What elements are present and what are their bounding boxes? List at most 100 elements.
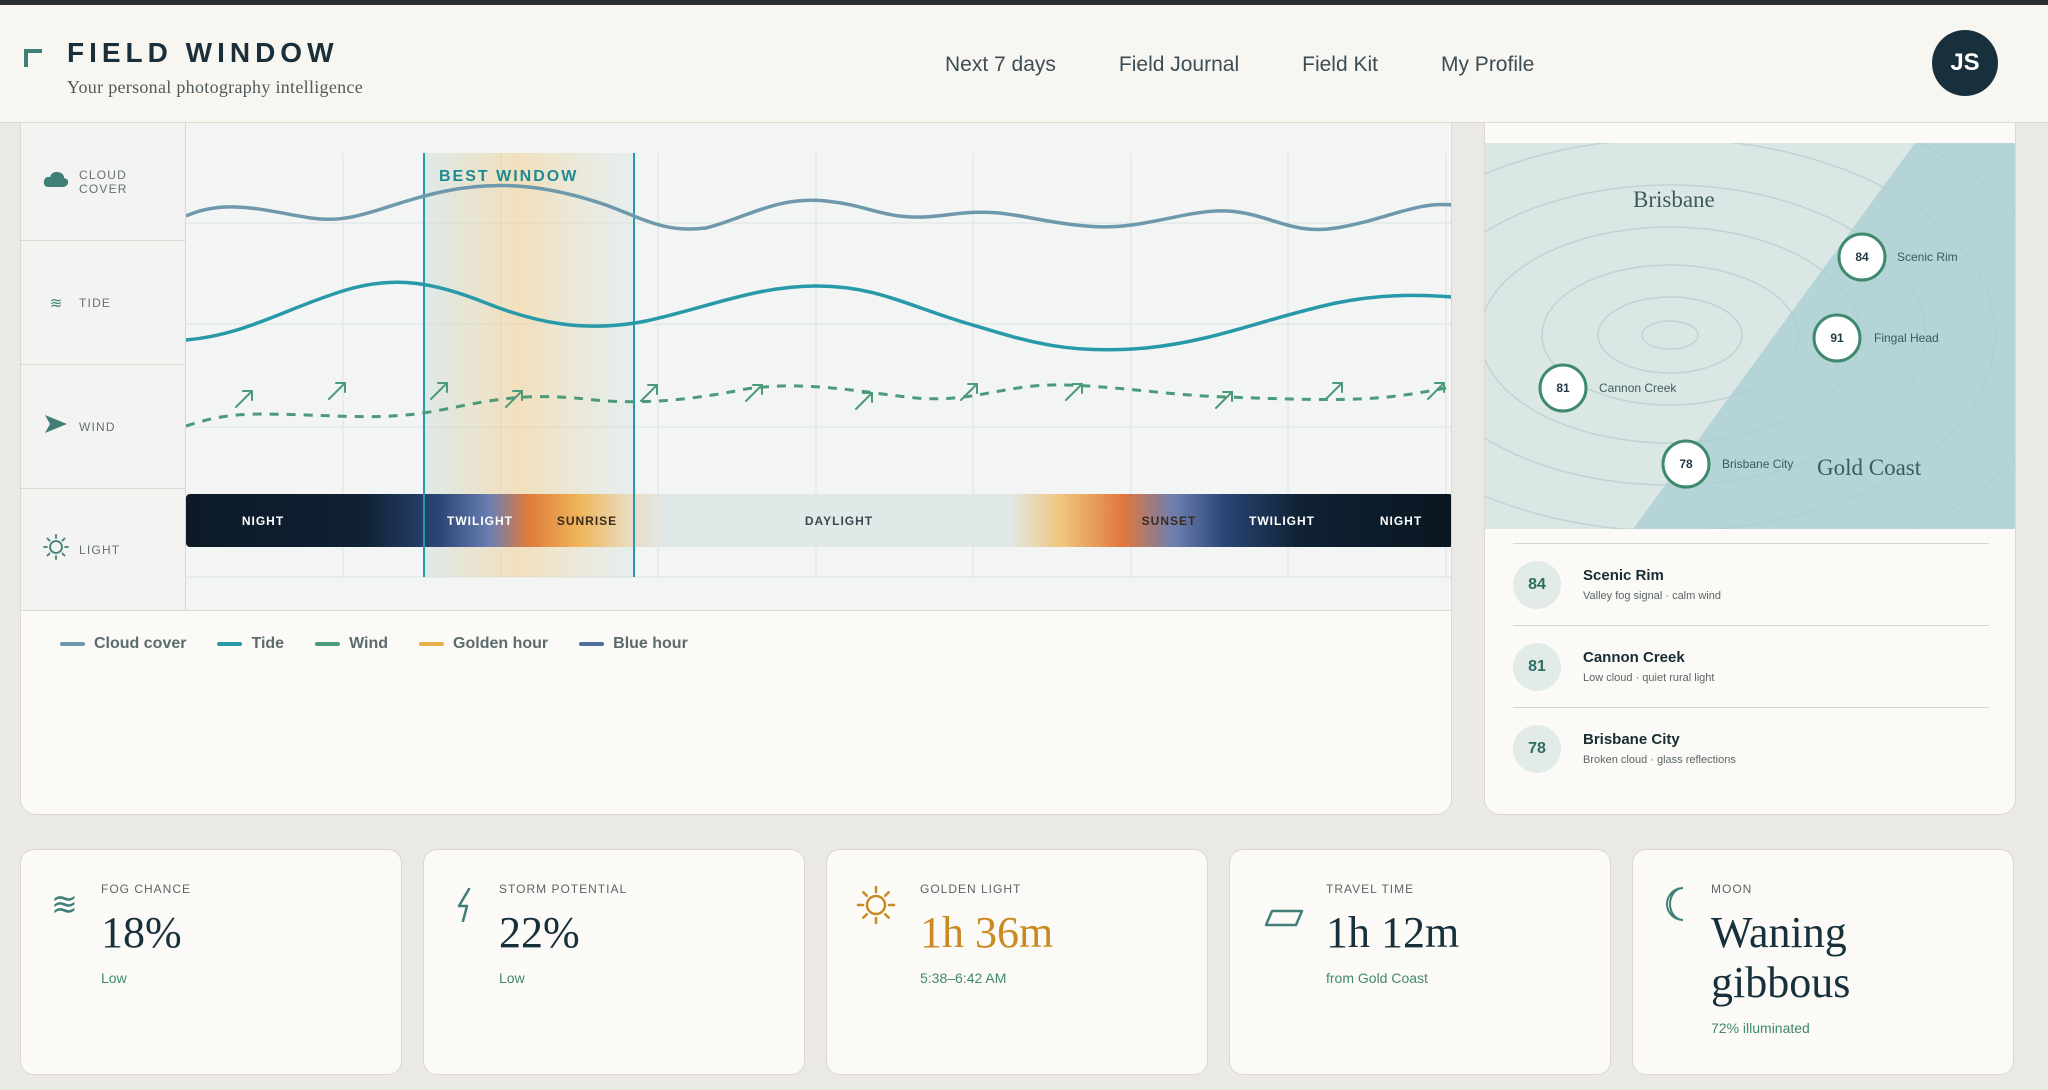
- user-avatar[interactable]: JS: [1932, 30, 1998, 96]
- lightning-icon: [454, 887, 480, 927]
- stat-value: 18%: [101, 908, 182, 957]
- stat-card-travel-time[interactable]: TRAVEL TIME 1h 12m from Gold Coast: [1229, 849, 1611, 1075]
- main-nav: Next 7 days Field Journal Field Kit My P…: [945, 53, 1534, 77]
- sun-icon: [855, 884, 897, 931]
- row-label-text: LIGHT: [79, 542, 121, 557]
- stat-sub: Low: [101, 970, 127, 986]
- light-phase-label: NIGHT: [1380, 514, 1422, 528]
- car-icon: [1264, 900, 1304, 932]
- legend-label: Cloud cover: [94, 635, 187, 652]
- stat-card-fog-chance[interactable]: ≋ FOG CHANCE 18% Low: [20, 849, 402, 1075]
- light-phase-label: SUNRISE: [557, 514, 617, 528]
- stat-sub: from Gold Coast: [1326, 970, 1428, 986]
- map-marker-scenic-rim[interactable]: 84 Scenic Rim: [1837, 232, 1958, 282]
- spot-name: Cannon Creek: [1583, 649, 1685, 666]
- wind-arrow-icon: [43, 414, 69, 439]
- wind-arrow: [855, 392, 873, 410]
- row-label-text: CLOUD COVER: [79, 167, 128, 196]
- legend-item-blue-hour[interactable]: Blue hour: [579, 635, 688, 653]
- spot-list: 84 Scenic Rim Valley fog signal · calm w…: [1513, 543, 1989, 789]
- legend-item-golden-hour[interactable]: Golden hour: [419, 635, 548, 653]
- map-marker-fingal-head[interactable]: 91 Fingal Head: [1812, 313, 1939, 363]
- stat-sub: 72% illuminated: [1711, 1020, 1810, 1036]
- light-phase-label: SUNSET: [1142, 514, 1197, 528]
- wind-arrow: [745, 384, 763, 402]
- wind-arrow: [505, 390, 523, 408]
- map-marker-cannon-creek[interactable]: 81 Cannon Creek: [1538, 363, 1677, 413]
- row-label-light: LIGHT: [21, 489, 186, 611]
- row-label-tide: ≋ TIDE: [21, 241, 186, 365]
- spot-score: 84: [1513, 560, 1561, 609]
- wind-arrow: [328, 382, 346, 400]
- legend-item-tide[interactable]: Tide: [217, 635, 284, 653]
- locations-map-card: Brisbane Gold Coast 84 Scenic Rim 91 Fin…: [1484, 123, 2016, 815]
- nav-field-journal[interactable]: Field Journal: [1118, 53, 1240, 76]
- spot-item-cannon-creek[interactable]: 81 Cannon Creek Low cloud · quiet rural …: [1513, 625, 1989, 707]
- spot-desc: Valley fog signal · calm wind: [1583, 590, 1721, 602]
- wind-arrow: [1325, 382, 1343, 400]
- stat-sub: 5:38–6:42 AM: [920, 970, 1007, 986]
- stat-label: MOON: [1711, 882, 1753, 896]
- legend-swatch: [419, 642, 445, 646]
- cloud-cover-line: [185, 183, 1451, 232]
- marker-score: 78: [1679, 457, 1693, 471]
- legend-label: Golden hour: [453, 635, 549, 652]
- spot-score: 78: [1513, 724, 1561, 773]
- chart-legend: Cloud cover Tide Wind Golden hour Blue h…: [60, 635, 688, 653]
- light-phase-label: NIGHT: [242, 514, 284, 528]
- sun-icon: [43, 534, 69, 565]
- map-marker-brisbane-city[interactable]: 78 Brisbane City: [1661, 439, 1793, 489]
- light-phase-label: DAYLIGHT: [805, 514, 873, 528]
- spot-item-brisbane-city[interactable]: 78 Brisbane City Broken cloud · glass re…: [1513, 707, 1989, 789]
- stat-value: 1h 12m: [1326, 908, 1460, 957]
- conditions-timeline-card: CLOUD COVER ≋ TIDE WIND LIGHT: [20, 123, 1452, 815]
- row-label-wind: WIND: [21, 365, 186, 489]
- timeline-chart-svg: BEST WINDOW NIGH: [185, 153, 1451, 578]
- legend-label: Tide: [251, 635, 285, 652]
- legend-swatch: [60, 642, 85, 646]
- spot-desc: Low cloud · quiet rural light: [1583, 672, 1715, 684]
- spot-desc: Broken cloud · glass reflections: [1583, 754, 1736, 766]
- marker-score: 84: [1855, 250, 1869, 264]
- location-map[interactable]: Brisbane Gold Coast 84 Scenic Rim 91 Fin…: [1485, 143, 2015, 529]
- marker-score: 81: [1556, 381, 1570, 395]
- stat-card-moon[interactable]: MOON Waning gibbous 72% illuminated: [1632, 849, 2014, 1075]
- marker-score: 91: [1830, 331, 1844, 345]
- legend-swatch: [579, 642, 605, 646]
- nav-my-profile[interactable]: My Profile: [1440, 53, 1535, 76]
- stat-sub: Low: [499, 970, 525, 986]
- spot-info: Scenic Rim Valley fog signal · calm wind: [1583, 567, 1721, 602]
- marker-name: Brisbane City: [1722, 457, 1793, 471]
- tide-line: [185, 280, 1451, 352]
- spot-name: Scenic Rim: [1583, 567, 1664, 584]
- spot-score: 81: [1513, 642, 1561, 691]
- legend-label: Blue hour: [613, 635, 688, 652]
- marker-name: Cannon Creek: [1599, 381, 1677, 395]
- stat-label: FOG CHANCE: [101, 882, 192, 896]
- spot-item-scenic-rim[interactable]: 84 Scenic Rim Valley fog signal · calm w…: [1513, 543, 1989, 625]
- legend-swatch: [315, 642, 341, 646]
- wind-arrow: [1065, 383, 1083, 401]
- window-top-edge: [0, 0, 2048, 5]
- map-region-label: Gold Coast: [1817, 455, 1922, 480]
- wind-direction-arrows: [235, 382, 1445, 410]
- legend-swatch: [217, 642, 243, 646]
- timeline-chart: BEST WINDOW NIGH: [185, 123, 1451, 611]
- nav-field-kit[interactable]: Field Kit: [1302, 53, 1378, 76]
- map-svg: Brisbane Gold Coast 84 Scenic Rim 91 Fin…: [1485, 143, 2015, 529]
- wind-arrow: [1427, 382, 1445, 400]
- legend-item-cloud-cover[interactable]: Cloud cover: [60, 635, 186, 653]
- app-title: FIELD WINDOW: [67, 37, 339, 68]
- stat-label: GOLDEN LIGHT: [920, 882, 1022, 896]
- stat-card-storm-potential[interactable]: STORM POTENTIAL 22% Low: [423, 849, 805, 1075]
- nav-next-7-days[interactable]: Next 7 days: [945, 53, 1056, 76]
- light-phase-label: TWILIGHT: [447, 514, 513, 528]
- wind-arrow: [640, 384, 658, 402]
- stat-value: 1h 36m: [920, 908, 1054, 957]
- stat-card-golden-light[interactable]: GOLDEN LIGHT 1h 36m 5:38–6:42 AM: [826, 849, 1208, 1075]
- legend-item-wind[interactable]: Wind: [315, 635, 388, 653]
- best-window-label: BEST WINDOW: [439, 168, 578, 185]
- row-label-text: TIDE: [79, 295, 112, 310]
- stat-label: STORM POTENTIAL: [499, 882, 628, 896]
- legend-label: Wind: [349, 635, 389, 652]
